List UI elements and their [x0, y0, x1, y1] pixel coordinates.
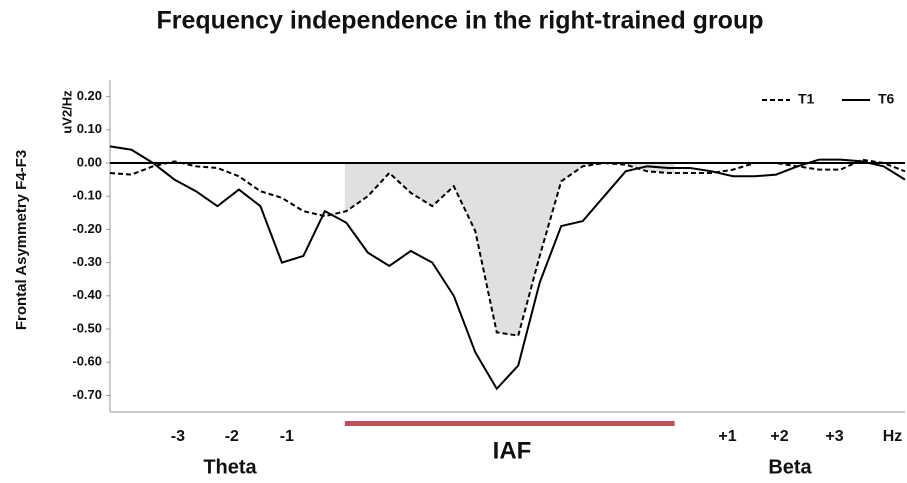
legend-label: T1 [798, 91, 815, 107]
y-tick-label: 0.20 [77, 88, 102, 103]
series-line [109, 158, 906, 337]
y-tick-label: -0.20 [72, 221, 102, 236]
y-tick-label: -0.70 [72, 387, 102, 402]
y-tick-label: 0.00 [77, 154, 102, 169]
iaf-band [344, 421, 675, 426]
series-line [109, 145, 906, 391]
band-label: Beta [768, 456, 812, 478]
x-tick-label: -3 [171, 428, 185, 445]
y-tick-label: -0.40 [72, 287, 102, 302]
x-tick-label: +1 [718, 428, 736, 445]
band-label: Theta [203, 456, 257, 478]
y-tick-label: 0.10 [77, 121, 102, 136]
y-tick-label: -0.10 [72, 188, 102, 203]
y-tick-label: -0.60 [72, 354, 102, 369]
x-tick-label: -2 [225, 428, 239, 445]
x-tick-label: +3 [825, 428, 843, 445]
x-tick-label: +2 [770, 428, 788, 445]
shaded-area [344, 163, 675, 336]
x-tick-label: Hz [883, 428, 903, 445]
y-axis-label: Frontal Asymmetry F4-F3 [13, 150, 30, 330]
legend-label: T6 [878, 91, 895, 107]
y-tick-label: -0.30 [72, 254, 102, 269]
band-label: IAF [493, 437, 532, 464]
y-tick-label: -0.50 [72, 320, 102, 335]
x-tick-label: -1 [280, 428, 294, 445]
y-axis-unit: uV2/Hz [59, 90, 74, 134]
chart-title: Frequency independence in the right-trai… [157, 7, 764, 35]
